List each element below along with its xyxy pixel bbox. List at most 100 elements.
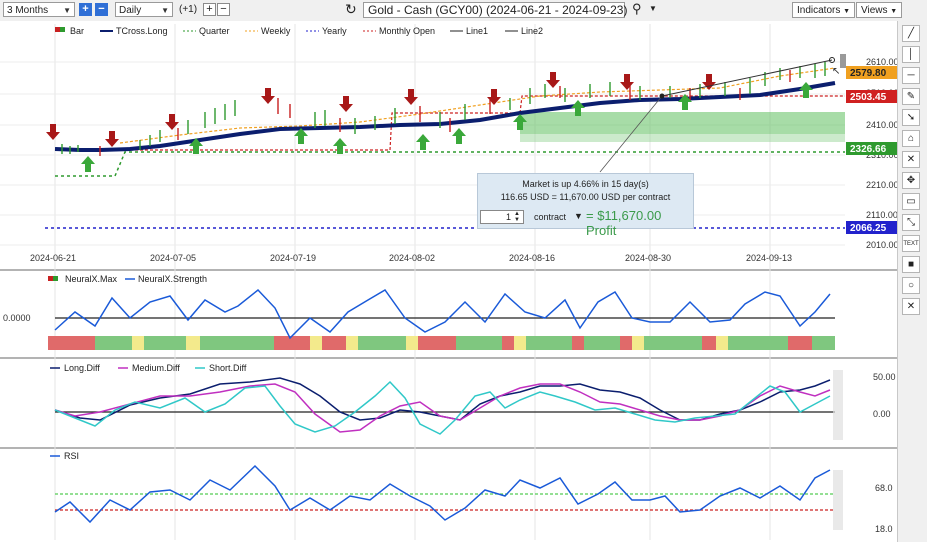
quarter-line	[55, 151, 845, 177]
close-icon[interactable]: ✕	[902, 298, 920, 315]
date-tick: 2024-08-30	[625, 253, 671, 263]
chart-area[interactable]: ↖ 2610.00 2510.00 2410.00 2310.00 2210.0…	[0, 21, 897, 542]
yearly-tag	[846, 221, 897, 234]
date-axis: 2024-06-21 2024-07-05 2024-07-19 2024-08…	[30, 253, 792, 263]
quarter-value: 2326.66	[850, 144, 887, 155]
rsi-line	[54, 464, 831, 524]
long-diff-line	[54, 377, 831, 421]
chevron-down-icon: ▼	[161, 6, 169, 15]
sell-arrows	[46, 72, 716, 147]
buy-arrows	[81, 82, 813, 172]
legend-long-diff: Long.Diff	[64, 363, 100, 373]
delete-tool-icon[interactable]: ✕	[902, 151, 920, 168]
profit-value: = $11,670.00 Profit	[586, 208, 662, 238]
search-icon[interactable]: ⚲	[632, 1, 642, 16]
crosshair-icon[interactable]: ✥	[902, 172, 920, 189]
date-tick: 2024-07-05	[150, 253, 196, 263]
legend-quarter: Quarter	[199, 26, 230, 36]
period-value: 3 Months	[7, 5, 49, 16]
price-panel[interactable]	[0, 21, 897, 270]
date-tick: 2024-08-16	[509, 253, 555, 263]
views-button[interactable]: Views ▼	[856, 2, 903, 18]
chevron-down-icon: ▼	[890, 8, 898, 15]
diff-axis-top: 50.00	[873, 372, 896, 382]
chevron-down-icon[interactable]: ▼	[574, 211, 583, 221]
label-tool-icon[interactable]: ⌂	[902, 130, 920, 147]
refresh-icon[interactable]: ↻	[345, 1, 357, 17]
legend-neuralx-strength: NeuralX.Strength	[138, 274, 207, 284]
zoom-in-button[interactable]: +	[79, 3, 92, 16]
interval-select[interactable]: Daily ▼	[115, 2, 173, 17]
measure-icon[interactable]: ⤡	[902, 214, 920, 231]
indicators-label: Indicators	[797, 5, 841, 16]
quarter-tag	[846, 142, 897, 155]
horizontal-line-icon[interactable]: ─	[902, 67, 920, 84]
legend-medium-diff: Medium.Diff	[132, 363, 180, 373]
monthly-open-line	[55, 95, 845, 151]
price-bars	[61, 62, 826, 154]
monthly-open-tag	[846, 90, 897, 103]
legend-neuralx-max: NeuralX.Max	[65, 274, 118, 284]
contract-unit-select[interactable]: contract	[534, 212, 567, 222]
rectangle-icon[interactable]: ■	[902, 256, 920, 273]
weekly-line	[119, 67, 836, 144]
trend-line-1[interactable]	[661, 59, 833, 97]
chevron-down-icon: ▼	[843, 8, 851, 15]
neuralx-max-band	[48, 336, 835, 350]
chevron-down-icon[interactable]: ▼	[649, 4, 657, 13]
offset-minus-button[interactable]: −	[217, 3, 230, 16]
date-tick: 2024-07-19	[270, 253, 316, 263]
price-tick: 2610.00	[866, 57, 897, 67]
popup-value-text: 116.65 USD = 11,670.00 USD per contract	[500, 192, 671, 202]
measure-popup: Market is up 4.66% in 15 day(s) 116.65 U…	[477, 173, 694, 238]
period-select[interactable]: 3 Months ▼	[3, 2, 75, 17]
last-price-value: 2579.80	[850, 68, 887, 79]
zoom-out-button[interactable]: −	[95, 3, 108, 16]
legend-short-diff: Short.Diff	[209, 363, 247, 373]
scroll-handle[interactable]	[840, 54, 846, 68]
legend-line1: Line1	[466, 26, 488, 36]
drawing-toolbar: ╱ │ ─ ✎ ➘ ⌂ ✕ ✥ ▭ ⤡ TEXT ■ ○ ✕	[897, 21, 927, 542]
yearly-value: 2066.25	[850, 223, 887, 234]
date-tick: 2024-08-02	[389, 253, 435, 263]
interval-value: Daily	[119, 5, 142, 16]
legend-line2: Line2	[521, 26, 543, 36]
views-label: Views	[861, 5, 888, 16]
text-tool-icon[interactable]: TEXT	[902, 235, 920, 252]
legend-rsi: RSI	[64, 451, 79, 461]
symbol-title[interactable]: Gold - Cash (GCY00) (2024-06-21 - 2024-0…	[363, 2, 627, 18]
date-tick: 2024-09-13	[746, 253, 792, 263]
diff-panel[interactable]: Long.Diff Medium.Diff Short.Diff 50.00 0…	[50, 363, 896, 440]
cursor-icon: ↖	[832, 66, 840, 77]
price-legend: Bar TCross.Long Quarter Weekly Yearly Mo…	[55, 26, 543, 36]
legend-bar: Bar	[70, 26, 84, 36]
rsi-panel[interactable]: RSI 68.0 18.0	[50, 451, 893, 534]
note-icon[interactable]: ▭	[902, 193, 920, 210]
popup-change-text: Market is up 4.66% in 15 day(s)	[522, 179, 649, 189]
rsi-axis-top: 68.0	[875, 483, 893, 493]
indicators-button[interactable]: Indicators ▼	[792, 2, 856, 18]
stepper-icon[interactable]: ▲ ▼	[514, 211, 520, 223]
monthly-open-value: 2503.45	[850, 92, 887, 103]
contract-quantity-input[interactable]: 1	[480, 210, 524, 224]
legend-weekly: Weekly	[261, 26, 291, 36]
measure-line	[599, 95, 663, 173]
price-tick: 2110.00	[866, 210, 897, 220]
neuralx-panel[interactable]: NeuralX.Max NeuralX.Strength 0.0000	[3, 274, 835, 350]
neuralx-axis-label: 0.0000	[3, 313, 31, 323]
line-tool-icon[interactable]: ╱	[902, 25, 920, 42]
chevron-down-icon: ▼	[63, 6, 71, 15]
neuralx-strength-line	[54, 288, 831, 340]
legend-monthly-open: Monthly Open	[379, 26, 435, 36]
date-tick: 2024-06-21	[30, 253, 76, 263]
diff-axis-mid: 0.00	[873, 409, 891, 419]
medium-diff-line	[54, 383, 831, 433]
circle-icon[interactable]: ○	[902, 277, 920, 294]
arrow-tool-icon[interactable]: ➘	[902, 109, 920, 126]
offset-plus-button[interactable]: +	[203, 3, 216, 16]
vertical-line-icon[interactable]: │	[902, 46, 920, 63]
legend-yearly: Yearly	[322, 26, 347, 36]
legend-tcross: TCross.Long	[116, 26, 168, 36]
last-price-tag	[846, 66, 897, 79]
pen-icon[interactable]: ✎	[902, 88, 920, 105]
